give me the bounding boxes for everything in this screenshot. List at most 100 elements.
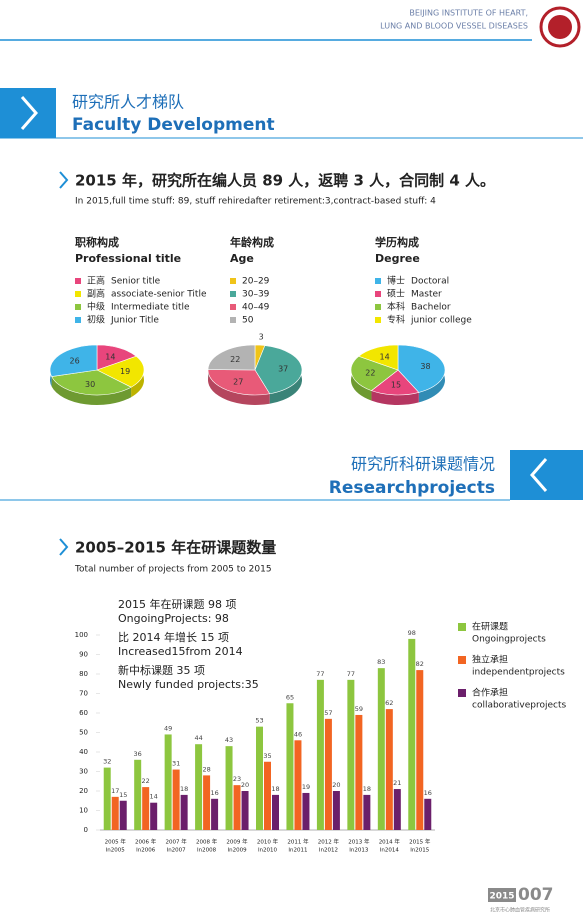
bar [225,746,233,830]
bar [416,670,424,830]
pie-slice [49,344,98,377]
legend-label: 硕士 [387,288,405,300]
bar-value-label: 32 [103,758,111,766]
legend-label: 50 [242,316,254,326]
bar [103,767,111,830]
bar [302,792,310,830]
annotation: 新中标课题 35 项 [118,663,205,677]
x-tick-label: 2013 年 [348,838,370,846]
legend-label-en: collaborativeprojects [472,701,567,711]
annotation: Increased15from 2014 [118,645,243,658]
x-tick-label-en: In2015 [410,848,430,854]
legend-label: 副高 [87,288,105,300]
bar [241,791,249,830]
bar-value-label: 18 [271,785,279,793]
section-title: 研究所科研课题情况 [351,455,495,474]
y-tick-label: 90 [79,651,88,659]
bar-value-label: 35 [263,752,271,760]
chart-title: 职称构成 [75,235,119,249]
x-tick-label: 2010 年 [257,838,279,846]
pie-value-label: 38 [420,362,430,371]
bar-value-label: 21 [393,779,401,787]
y-tick-label: 80 [79,670,88,678]
pie-value-label: 19 [120,367,130,376]
bar-value-label: 19 [302,783,310,791]
bar [355,714,363,830]
section-title-en: Faculty Development [72,115,275,135]
chevron [59,171,69,189]
x-tick-label: 2006 年 [135,838,157,846]
pie-slice-side [371,390,419,406]
bar [195,744,203,830]
bar [256,726,263,830]
pie-value-label: 3 [259,332,264,341]
bar [134,759,142,830]
pie-value-label: 22 [365,368,375,377]
bar-value-label: 18 [363,785,371,793]
bar [164,734,172,830]
legend-label: 在研课题 [472,621,508,633]
chart-subtitle: Professional title [75,252,181,265]
bar [111,796,119,830]
bar [180,794,188,830]
x-tick-label-en: In2013 [349,848,369,854]
pie-slice-side [51,376,132,405]
bar [324,718,332,830]
legend-label-en: Doctoral [411,277,449,287]
pie-slice [207,369,271,396]
pie-value-label: 22 [230,355,240,364]
section-title: 研究所人才梯队 [72,93,184,112]
pie-value-label: 27 [233,378,243,387]
bar-value-label: 77 [347,670,355,678]
bar [119,800,127,830]
heading: 2005–2015 年在研课题数量 [75,539,276,557]
chart-subtitle: Degree [375,252,420,265]
chevron [59,538,69,556]
bar-value-label: 20 [332,781,340,789]
legend-label: 40–49 [242,303,270,313]
section-title-en: Researchprojects [329,478,495,498]
pie-value-label: 14 [105,352,115,361]
x-tick-label: 2011 年 [287,838,309,846]
subheading: In 2015,full time stuff: 89, stuff rehir… [75,197,436,207]
heading: 2015 年，研究所在编人员 89 人，返聘 3 人，合同制 4 人。 [75,172,495,190]
legend-swatch [75,278,81,284]
legend-label: 合作承担 [472,687,508,699]
y-tick-label: 60 [79,709,88,717]
x-tick-label-en: In2011 [288,848,307,854]
bar [150,802,158,830]
x-tick-label: 2007 年 [166,838,188,846]
chart-subtitle: Age [230,252,254,265]
legend-label-en: Master [411,290,442,300]
legend-label: 30–39 [242,290,270,300]
bar [408,638,416,830]
annotation: 2015 年在研课题 98 项 [118,597,236,611]
pie-slice [96,344,137,371]
pie-slice-side [208,369,270,405]
legend-label: 20–29 [242,277,270,287]
x-tick-label-en: In2014 [380,848,400,854]
bar-value-label: 46 [294,730,302,738]
annotation: Newly funded projects:35 [118,678,259,691]
header-line: LUNG AND BLOOD VESSEL DISEASES [380,22,528,31]
bar [272,794,279,830]
bar-value-label: 36 [134,750,142,758]
bar-value-label: 49 [164,724,172,732]
y-tick-label: 20 [79,787,88,795]
legend-swatch [75,291,81,297]
legend-label: 博士 [387,275,405,287]
legend-swatch [375,291,381,297]
pie-slice [207,344,256,371]
legend-swatch [375,317,381,323]
bar-value-label: 23 [233,775,241,783]
section-badge [0,88,56,138]
legend-swatch [375,304,381,310]
chart-title: 学历构成 [375,235,419,249]
pie-value-label: 14 [380,352,390,361]
annotation: 比 2014 年增长 15 项 [118,630,229,644]
bar-value-label: 62 [385,699,393,707]
bar [233,785,241,830]
bar [286,703,294,830]
pie-slice [397,344,446,393]
bar-value-label: 43 [225,736,233,744]
